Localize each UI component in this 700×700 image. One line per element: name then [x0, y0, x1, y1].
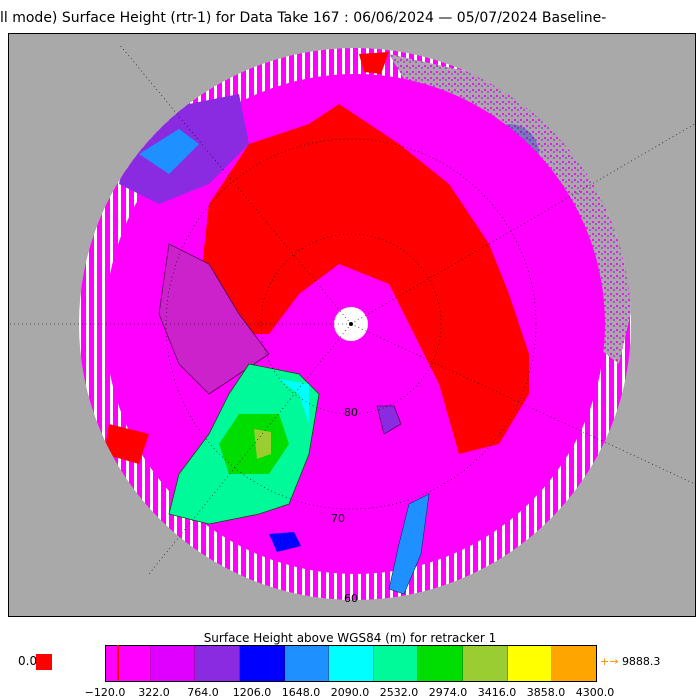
- land-north-america: [9, 34, 269, 264]
- colorbar-tick-label: 1206.0: [232, 686, 272, 699]
- colorbar-tick-label: 322.0: [138, 686, 170, 699]
- max-value-label: +→ 9888.3: [600, 655, 660, 668]
- colorbar-segment: [373, 646, 419, 681]
- map-canvas: 80 70 60: [9, 34, 695, 616]
- svalbard: [376, 405, 402, 435]
- greenland-core: [219, 414, 289, 474]
- colorbar-tick-label: 3858.0: [526, 686, 566, 699]
- colorbar-segment: [418, 646, 464, 681]
- colorbar-segment: [329, 646, 374, 681]
- lat-label-70: 70: [331, 512, 345, 525]
- colorbar-tick-label: 764.0: [187, 686, 219, 699]
- colorbar: [105, 645, 597, 682]
- arrow-icon: +→: [600, 655, 619, 668]
- alaska-peaks: [139, 129, 199, 174]
- colorbar-segment: [150, 646, 196, 681]
- colorbar-tick-label: 2974.0: [428, 686, 468, 699]
- novaya-zemlya: [388, 493, 430, 595]
- colorbar-tick-label: 1648.0: [281, 686, 321, 699]
- graticule: [9, 43, 695, 575]
- colorbar-title: Surface Height above WGS84 (m) for retra…: [203, 631, 497, 645]
- colorbar-tick-label: 2090.0: [330, 686, 370, 699]
- zero-value-label: 0.0: [18, 654, 38, 668]
- zero-value-swatch: [36, 654, 52, 670]
- polar-map[interactable]: 80 70 60: [8, 33, 696, 617]
- colorbar-segment: [507, 646, 553, 681]
- greenland-summit: [254, 429, 271, 459]
- sea-ice: [199, 104, 529, 454]
- max-value: 9888.3: [621, 655, 661, 668]
- colorbar-segment: [463, 646, 508, 681]
- colorbar-tick-label: 2532.0: [379, 686, 419, 699]
- colorbar-tick-label: 3416.0: [477, 686, 517, 699]
- sea-ice-north-cap: [359, 52, 389, 74]
- colorbar-segment: [239, 646, 285, 681]
- colorbar-segment: [106, 646, 151, 681]
- lat-label-80: 80: [344, 406, 358, 419]
- map-title: ll mode) Surface Height (rtr-1) for Data…: [0, 10, 607, 26]
- colorbar-segment: [195, 646, 240, 681]
- land-lower-left: [9, 434, 239, 616]
- colorbar-tick-label: 4300.0: [575, 686, 615, 699]
- sea-ice-baffin: [104, 424, 149, 464]
- canadian-archipelago: [158, 243, 270, 395]
- iceland: [269, 532, 301, 552]
- colorbar-zero-marker: [117, 645, 119, 680]
- lat-label-60: 60: [344, 592, 358, 605]
- greenland-margin: [279, 379, 309, 424]
- colorbar-segment: [284, 646, 330, 681]
- colorbar-segment: [552, 646, 597, 681]
- colorbar-tick-label: −120.0: [84, 686, 126, 699]
